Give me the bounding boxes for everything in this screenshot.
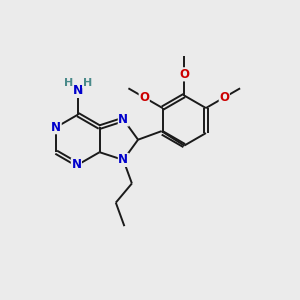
Text: N: N: [73, 84, 83, 98]
Text: N: N: [118, 113, 128, 126]
Text: O: O: [139, 91, 149, 104]
Text: N: N: [51, 121, 61, 134]
Text: O: O: [179, 68, 189, 81]
Text: N: N: [118, 153, 128, 167]
Text: H: H: [83, 78, 92, 88]
Text: O: O: [219, 91, 229, 104]
Text: N: N: [71, 158, 81, 171]
Text: H: H: [64, 78, 73, 88]
